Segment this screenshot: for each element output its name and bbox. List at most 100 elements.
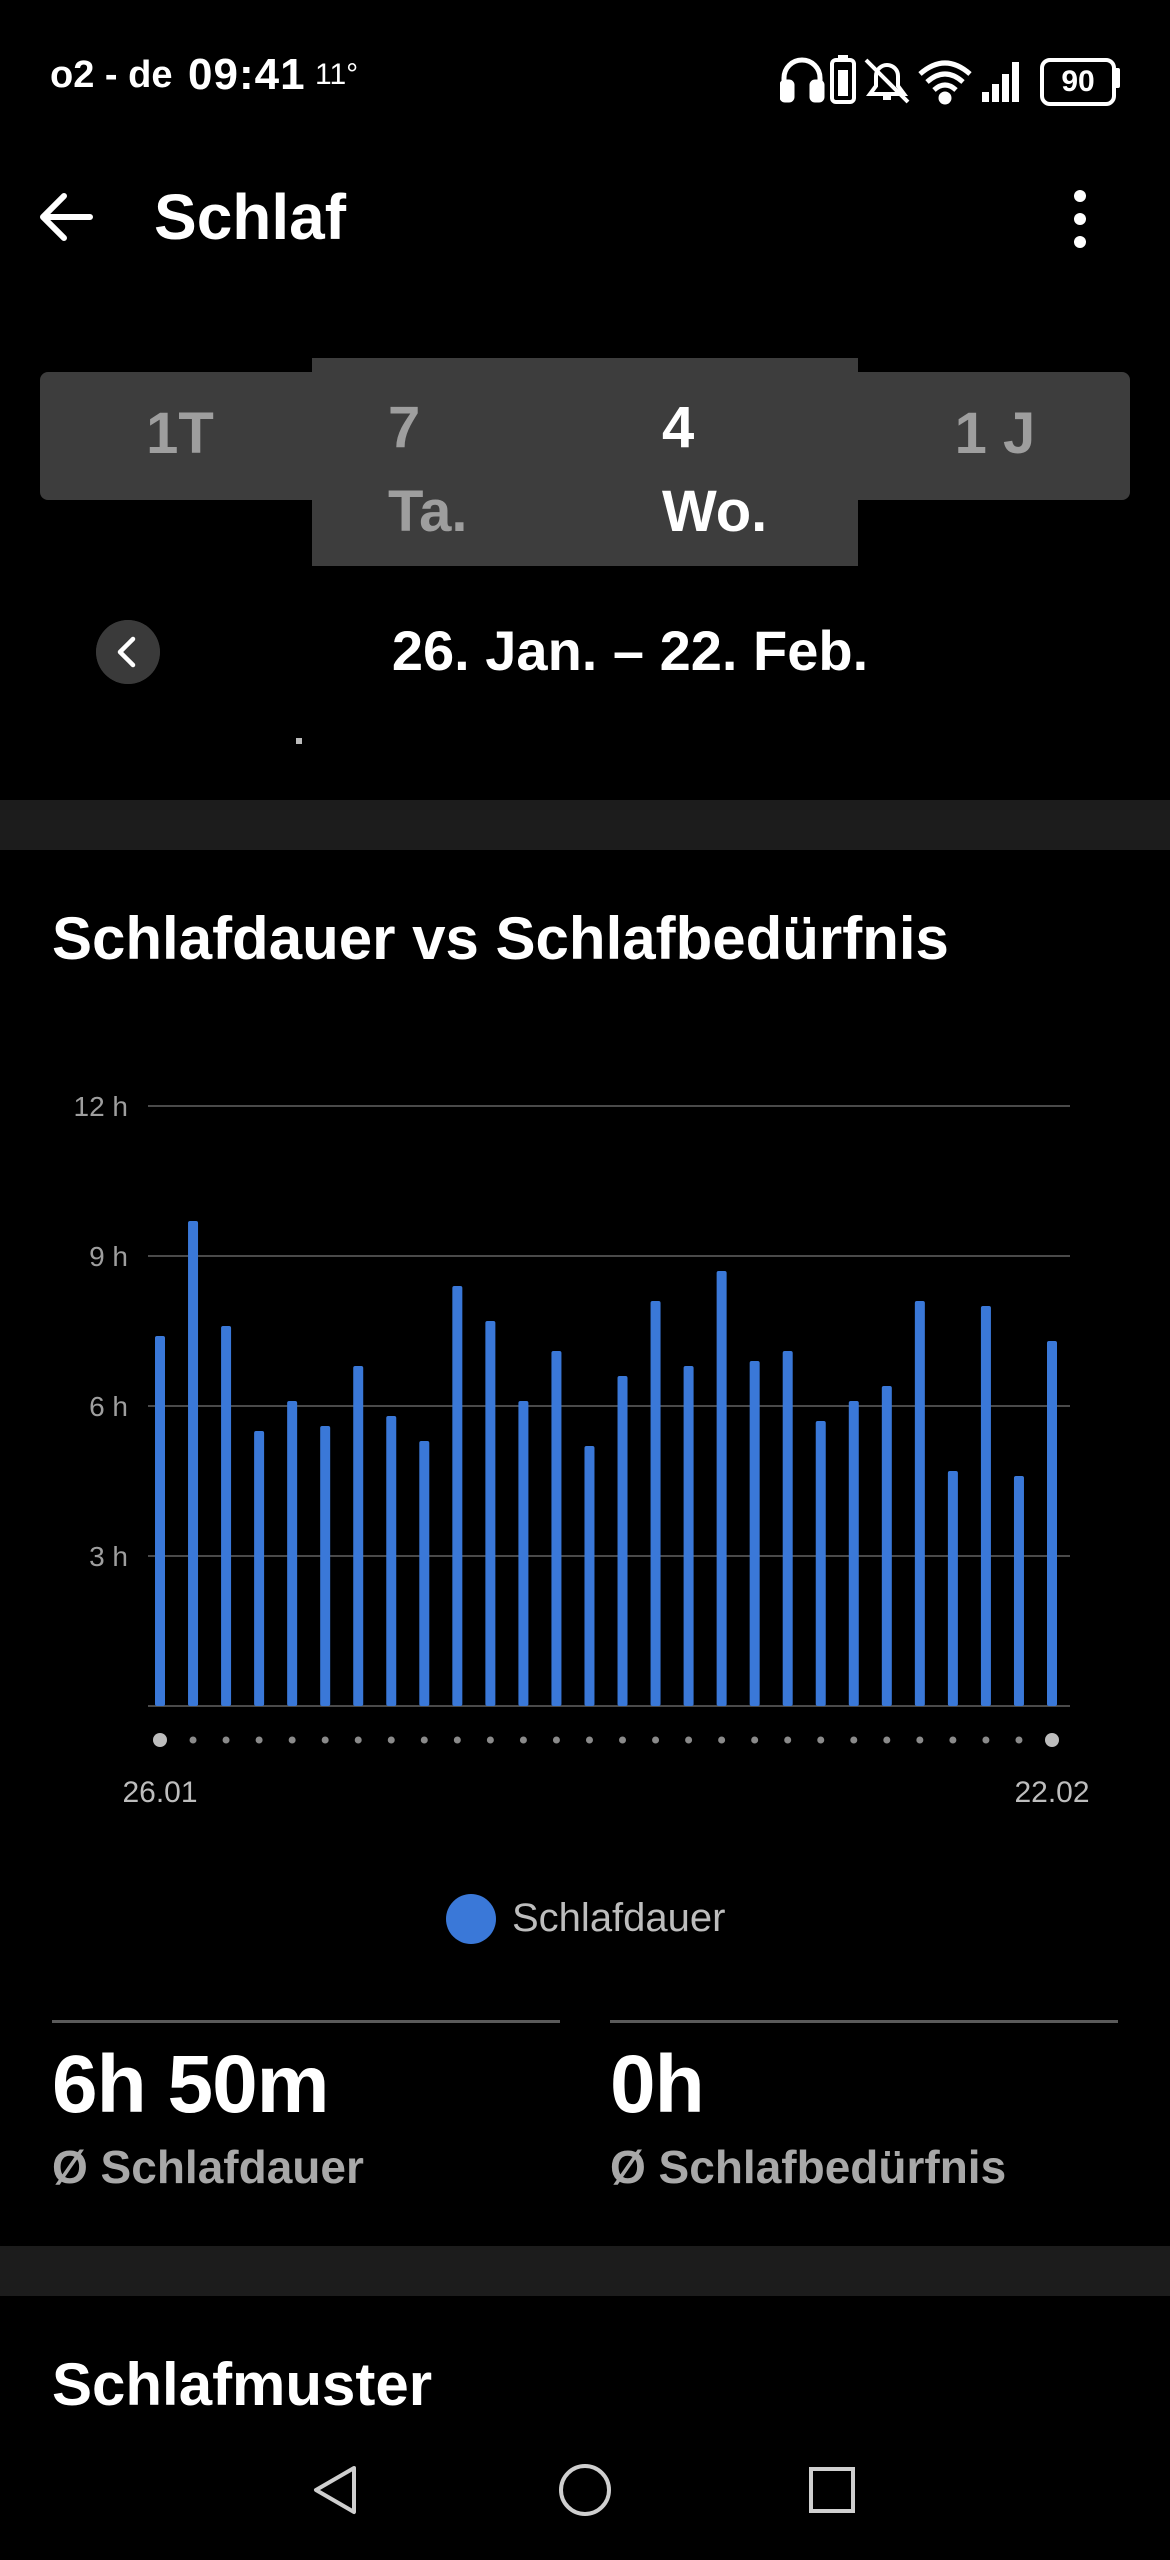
- avg-sleep-need-label: Ø Schlafbedürfnis: [610, 2141, 1007, 2193]
- bar-6: [320, 1426, 331, 1706]
- bar-1: [155, 1336, 165, 1706]
- x-day-marker: [850, 1736, 858, 1744]
- x-day-marker: [354, 1736, 362, 1744]
- bar-23: [881, 1386, 892, 1706]
- bar-17: [683, 1366, 694, 1706]
- x-day-marker: [552, 1736, 560, 1744]
- nav-recents-icon[interactable]: [802, 2460, 862, 2520]
- range-option-7-days-number: 7: [388, 395, 421, 460]
- range-option-4-weeks-unit: Wo.: [662, 479, 768, 544]
- battery-saver-icon: [830, 55, 856, 104]
- range-option-7-days-unit: Ta.: [388, 479, 468, 544]
- x-day-marker: [949, 1736, 957, 1744]
- y-tick-label: 12 h: [74, 1091, 129, 1122]
- x-day-marker: [784, 1736, 792, 1744]
- legend-swatch: [446, 1894, 496, 1944]
- headphones-icon: [780, 57, 825, 103]
- x-day-marker: [153, 1733, 167, 1747]
- bar-20: [782, 1351, 793, 1706]
- avg-sleep-duration-label: Ø Schlafdauer: [52, 2141, 364, 2193]
- bell-off-icon: [864, 58, 910, 104]
- x-label-start: 26.01: [122, 1776, 197, 1809]
- x-day-marker: [619, 1736, 627, 1744]
- bar-24: [914, 1301, 925, 1706]
- bar-11: [485, 1321, 496, 1706]
- wifi-icon: [918, 60, 972, 105]
- duration-section-title: Schlafdauer vs Schlafbedürfnis: [52, 905, 949, 972]
- stat-divider: [610, 2020, 1118, 2023]
- bar-18: [716, 1271, 727, 1706]
- bar-27: [1013, 1476, 1024, 1706]
- clock: 09:41: [188, 50, 306, 99]
- x-day-marker: [916, 1736, 924, 1744]
- more-vert-icon[interactable]: [1050, 186, 1110, 252]
- carrier-label: o2 - de: [50, 54, 173, 96]
- x-day-marker: [453, 1736, 461, 1744]
- bar-15: [617, 1376, 628, 1706]
- decorative-dot: [296, 738, 302, 744]
- pattern-section-title: Schlafmuster: [52, 2351, 433, 2418]
- x-day-marker: [321, 1736, 329, 1744]
- temperature: 11°: [315, 58, 359, 91]
- date-range: 26. Jan. – 22. Feb.: [391, 619, 869, 682]
- bar-7: [353, 1366, 364, 1706]
- bar-8: [386, 1416, 397, 1706]
- bar-25: [947, 1471, 958, 1706]
- x-day-marker: [817, 1736, 825, 1744]
- sleep-duration-chart: 3 h 6 h 9 h 12 h 26.01 22.02: [74, 1091, 1090, 1809]
- x-day-marker: [685, 1736, 693, 1744]
- x-day-marker: [255, 1736, 263, 1744]
- bar-28: [1047, 1341, 1057, 1706]
- avg-sleep-duration-value: 6h 50m: [52, 2039, 330, 2130]
- x-day-marker: [486, 1736, 494, 1744]
- bar-3: [221, 1326, 232, 1706]
- x-day-marker: [519, 1736, 527, 1744]
- nav-home-icon[interactable]: [555, 2460, 615, 2520]
- page-title: Schlaf: [154, 181, 347, 253]
- battery-tip: [1114, 68, 1120, 88]
- x-day-marker: [585, 1736, 593, 1744]
- chevron-left-icon[interactable]: [96, 620, 160, 684]
- range-option-4-weeks[interactable]: 4 Wo.: [600, 386, 862, 554]
- x-label-end: 22.02: [1014, 1776, 1089, 1809]
- x-day-marker: [652, 1736, 660, 1744]
- x-day-marker: [982, 1736, 990, 1744]
- status-icons: [780, 55, 1019, 105]
- x-day-marker: [1015, 1736, 1023, 1744]
- x-day-marker: [420, 1736, 428, 1744]
- bar-10: [452, 1286, 463, 1706]
- bar-5: [287, 1401, 298, 1706]
- nav-back-icon[interactable]: [306, 2460, 366, 2520]
- bar-12: [518, 1401, 529, 1706]
- x-day-marker: [751, 1736, 759, 1744]
- back-arrow-icon[interactable]: [34, 184, 100, 250]
- bar-4: [254, 1431, 265, 1706]
- status-bar: o2 - de 09:41 11° 9: [0, 0, 1170, 150]
- bar-16: [650, 1301, 661, 1706]
- x-day-marker: [883, 1736, 891, 1744]
- bar-13: [551, 1351, 562, 1706]
- legend-label: Schlafdauer: [512, 1896, 726, 1940]
- x-day-marker: [1045, 1733, 1059, 1747]
- bar-22: [848, 1401, 859, 1706]
- bar-14: [584, 1446, 595, 1706]
- bar-9: [419, 1441, 430, 1706]
- range-option-7-days[interactable]: 7 Ta.: [330, 386, 588, 554]
- x-day-marker: [718, 1736, 726, 1744]
- range-selector-highlight: [312, 358, 858, 566]
- x-day-marker: [387, 1736, 395, 1744]
- range-option-1-year[interactable]: 1 J: [954, 401, 1036, 466]
- y-tick-label: 3 h: [89, 1541, 128, 1572]
- bar-21: [815, 1421, 826, 1706]
- avg-sleep-need-value: 0h: [610, 2039, 705, 2130]
- section-divider: [0, 2246, 1170, 2296]
- battery-indicator: 90: [1040, 58, 1116, 106]
- x-day-marker: [189, 1736, 197, 1744]
- signal-icon: [982, 62, 1019, 102]
- range-option-4-weeks-number: 4: [662, 395, 695, 460]
- y-tick-label: 6 h: [89, 1391, 128, 1422]
- y-tick-label: 9 h: [89, 1241, 128, 1272]
- section-divider: [0, 800, 1170, 850]
- range-option-1t[interactable]: 1T: [146, 401, 214, 466]
- x-day-marker: [288, 1736, 296, 1744]
